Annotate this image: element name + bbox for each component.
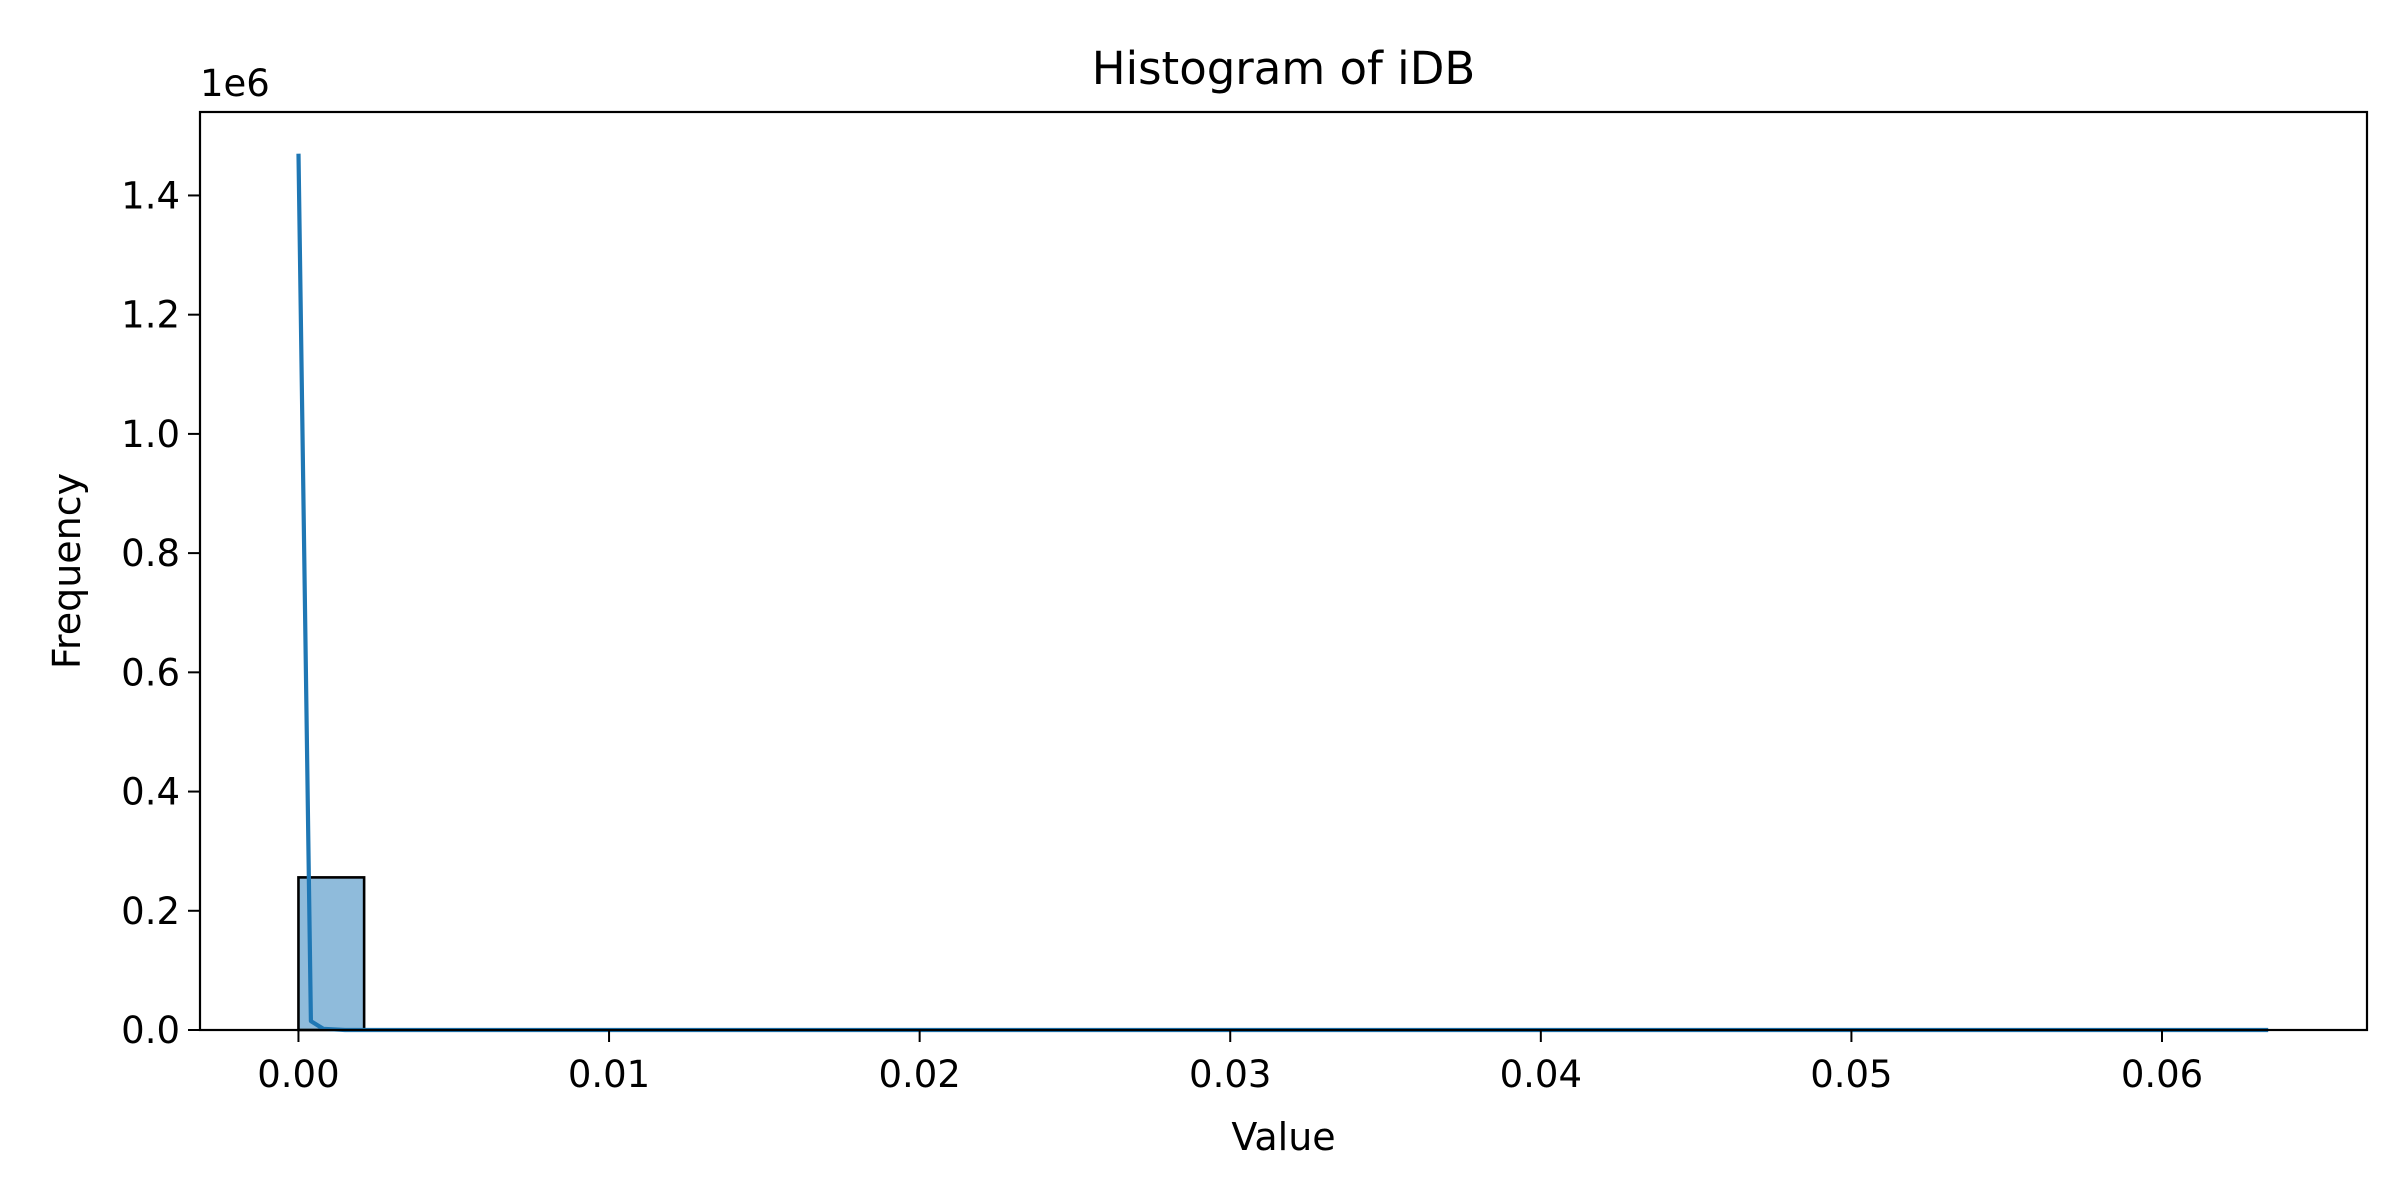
chart-title: Histogram of iDB <box>1092 42 1475 95</box>
plot-area-frame <box>198 110 2369 1032</box>
x-tick-label: 0.05 <box>1810 1053 1892 1096</box>
x-tick-label: 0.02 <box>878 1053 960 1096</box>
y-axis-label: Frequency <box>45 473 89 669</box>
x-axis-label: Value <box>1231 1115 1335 1159</box>
y-tick-label: 0.0 <box>121 1009 180 1052</box>
x-tick-label: 0.04 <box>1500 1053 1582 1096</box>
y-tick-label: 0.2 <box>121 890 180 933</box>
x-axis-ticks: 0.00 0.01 0.02 0.03 0.04 0.05 0.06 <box>257 1030 2203 1096</box>
y-tick-label: 1.2 <box>121 294 180 337</box>
y-tick-label: 0.6 <box>121 651 180 694</box>
x-tick-label: 0.06 <box>2121 1053 2203 1096</box>
y-tick-label: 1.0 <box>121 413 180 456</box>
y-tick-label: 1.4 <box>121 174 180 217</box>
y-tick-label: 0.8 <box>121 532 180 575</box>
x-tick-label: 0.03 <box>1189 1053 1271 1096</box>
x-tick-label: 0.00 <box>257 1053 339 1096</box>
y-tick-label: 0.4 <box>121 771 180 814</box>
y-axis-ticks: 0.0 0.2 0.4 0.6 0.8 1.0 1.2 1.4 <box>121 174 200 1052</box>
y-axis-offset-label: 1e6 <box>200 62 270 105</box>
x-tick-label: 0.01 <box>568 1053 650 1096</box>
